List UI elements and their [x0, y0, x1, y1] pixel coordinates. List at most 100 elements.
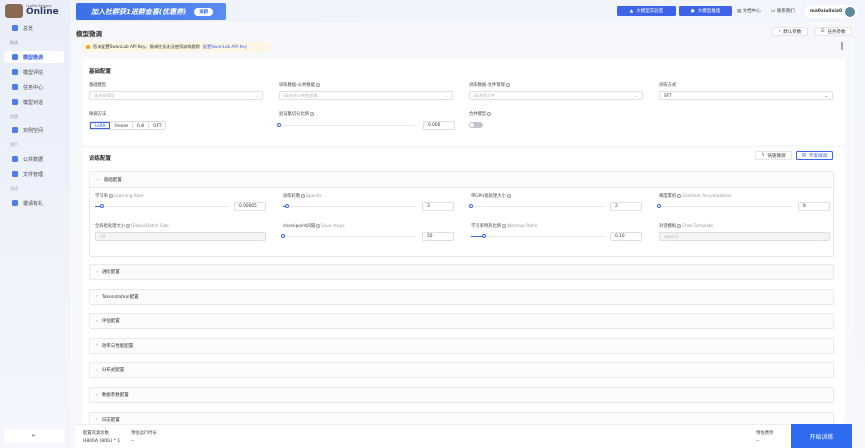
- option-freeze[interactable]: Freeze: [110, 122, 134, 129]
- field-slider[interactable]: [281, 234, 416, 238]
- label: 默认参数: [783, 29, 802, 35]
- field-number-input[interactable]: 0.10: [610, 232, 642, 241]
- slider-handle[interactable]: [657, 204, 661, 208]
- folder-icon: [12, 171, 18, 177]
- slider-handle[interactable]: [281, 234, 285, 238]
- help-icon[interactable]: [301, 193, 306, 198]
- sidebar-item-files[interactable]: 文件管理: [4, 168, 64, 180]
- field-slider[interactable]: [469, 204, 604, 208]
- sidebar-item-finetune[interactable]: 模型微调: [4, 51, 64, 63]
- sidebar-item-instance[interactable]: 实例空间: [4, 124, 64, 136]
- file-data-select[interactable]: 请选择文件 ⌄: [469, 91, 643, 100]
- collapsible-section[interactable]: › 进阶配置: [89, 264, 834, 280]
- help-icon[interactable]: [505, 82, 510, 87]
- footer-bar: 配置资源总数 H800A (80G) * 1 预估运行时长 -- 预估费用 --: [76, 424, 791, 448]
- sidebar-item-eval[interactable]: 模型评估: [4, 66, 64, 78]
- label-text: 对话模板: [659, 224, 677, 229]
- contact-link[interactable]: ▭ 联系我们: [771, 8, 795, 14]
- warning-text: 您未配置SwanLab API Key，微调任务无法使用训练跟踪: [93, 44, 200, 49]
- flask-icon: ▲: [629, 8, 634, 14]
- help-icon[interactable]: [502, 223, 507, 228]
- collapsible-section[interactable]: › 评估配置: [89, 313, 834, 330]
- slider-handle[interactable]: [284, 204, 289, 208]
- help-icon[interactable]: [506, 193, 511, 198]
- sidebar-item-invite[interactable]: 邀请有礼: [4, 197, 64, 209]
- join-group-button[interactable]: 进群: [194, 7, 214, 16]
- help-icon[interactable]: [487, 111, 492, 116]
- field-label: 全局批处理大小 Global Batch Size: [95, 223, 169, 229]
- database-icon: [12, 156, 18, 162]
- label: 模型对话: [23, 99, 44, 106]
- dashboard-icon: [12, 25, 18, 31]
- base-model-select[interactable]: 请选择模型 ⌄: [89, 91, 263, 100]
- community-banner[interactable]: 加入社群获1进群金喜(优惠券) 进群: [76, 3, 226, 20]
- label-text: 单GPU批处理大小: [471, 194, 506, 199]
- help-icon[interactable]: [677, 223, 682, 228]
- sidebar-item-public-data[interactable]: 公共数据: [4, 153, 64, 165]
- slider-handle[interactable]: [99, 204, 104, 208]
- sidebar-item-overview[interactable]: 总览: [4, 22, 64, 34]
- field-number-input[interactable]: 2: [610, 202, 642, 211]
- warning-icon: [86, 45, 90, 49]
- field-slider[interactable]: [657, 204, 792, 208]
- robot-icon: ●: [690, 8, 695, 14]
- label: 联系我们: [776, 9, 795, 14]
- field-slider[interactable]: [95, 204, 228, 208]
- task-params-button[interactable]: ☰ 任务参数: [814, 27, 852, 36]
- merge-model-toggle[interactable]: [469, 122, 483, 128]
- collapse-sidebar-button[interactable]: ⇤: [4, 429, 64, 443]
- field-slider[interactable]: [283, 204, 416, 208]
- help-icon[interactable]: [108, 193, 113, 198]
- sidebar-item-chat[interactable]: 模型对话: [4, 96, 64, 108]
- quick-finetune-button[interactable]: ϟ 快速微调: [755, 151, 792, 160]
- public-data-select[interactable]: 请选择公共数据集 ⌄: [279, 91, 453, 100]
- page-title: 模型微调: [76, 30, 102, 38]
- option-oft[interactable]: OFT: [153, 123, 162, 128]
- start-training-button[interactable]: 开始训练: [791, 424, 852, 448]
- section-label: 日志配置: [101, 417, 120, 423]
- help-icon[interactable]: [316, 223, 321, 228]
- option-full[interactable]: Full: [133, 122, 150, 129]
- collapsible-section[interactable]: › 分布式配置: [89, 362, 834, 379]
- train-method-select[interactable]: SFT ⌄: [659, 91, 833, 100]
- expert-icon: ▤: [801, 153, 807, 158]
- collapsible-section[interactable]: › 数据参数配置: [89, 387, 834, 403]
- val-split-input[interactable]: 0.000: [423, 121, 455, 130]
- slider-handle[interactable]: [482, 234, 487, 238]
- help-icon[interactable]: [315, 82, 320, 87]
- help-icon[interactable]: [310, 111, 315, 116]
- slider-handle[interactable]: [277, 123, 281, 127]
- section-header[interactable]: ⌄ 基础配置: [90, 172, 833, 188]
- field-number-input[interactable]: 0.00005: [234, 202, 266, 211]
- field-number-input[interactable]: 3: [422, 202, 454, 211]
- help-icon[interactable]: [677, 193, 682, 198]
- collapsible-section[interactable]: › Tokenization配置: [89, 288, 834, 305]
- label: 基础配置: [103, 177, 122, 183]
- scrollbar[interactable]: [841, 42, 843, 50]
- section-label: 效率与性能配置: [101, 343, 134, 349]
- field-number-input[interactable]: 8: [798, 202, 830, 211]
- expert-finetune-button[interactable]: ▤ 专家微调: [796, 151, 833, 160]
- default-params-button[interactable]: ⁞ 默认参数: [772, 27, 808, 36]
- option-lora[interactable]: LoRA: [90, 122, 111, 129]
- banner-text: 加入社群获1进群金喜(优惠券): [91, 7, 187, 16]
- label-text: 学习率预热比例: [471, 224, 502, 229]
- user-menu[interactable]: ma0xia0xia0: [805, 5, 857, 18]
- val-split-slider[interactable]: [277, 123, 415, 127]
- label: 大模型推理: [697, 9, 721, 14]
- placeholder: 请选择模型: [94, 92, 115, 98]
- field-number-input[interactable]: 50: [422, 232, 454, 241]
- lab-button[interactable]: ▲ 大模型实验室: [617, 6, 676, 16]
- field-slider[interactable]: [471, 234, 604, 238]
- params-icon: ⁞: [778, 29, 781, 34]
- sidebar-item-tasks[interactable]: 任务中心: [4, 81, 64, 93]
- help-icon[interactable]: [126, 223, 131, 228]
- configure-swanlab-link[interactable]: 配置SwanLab API Key: [202, 44, 248, 49]
- collapsible-section[interactable]: › 效率与性能配置: [89, 337, 834, 354]
- logo[interactable]: LLaMA-Factory Online: [5, 4, 59, 18]
- inference-button[interactable]: ● 大模型推理: [679, 6, 732, 16]
- field-label: 学习率 Learning Rate: [95, 193, 144, 199]
- slider-handle[interactable]: [469, 204, 473, 208]
- card-title: 基础配置: [89, 69, 112, 75]
- docs-link[interactable]: ▤ 文档中心: [737, 8, 761, 14]
